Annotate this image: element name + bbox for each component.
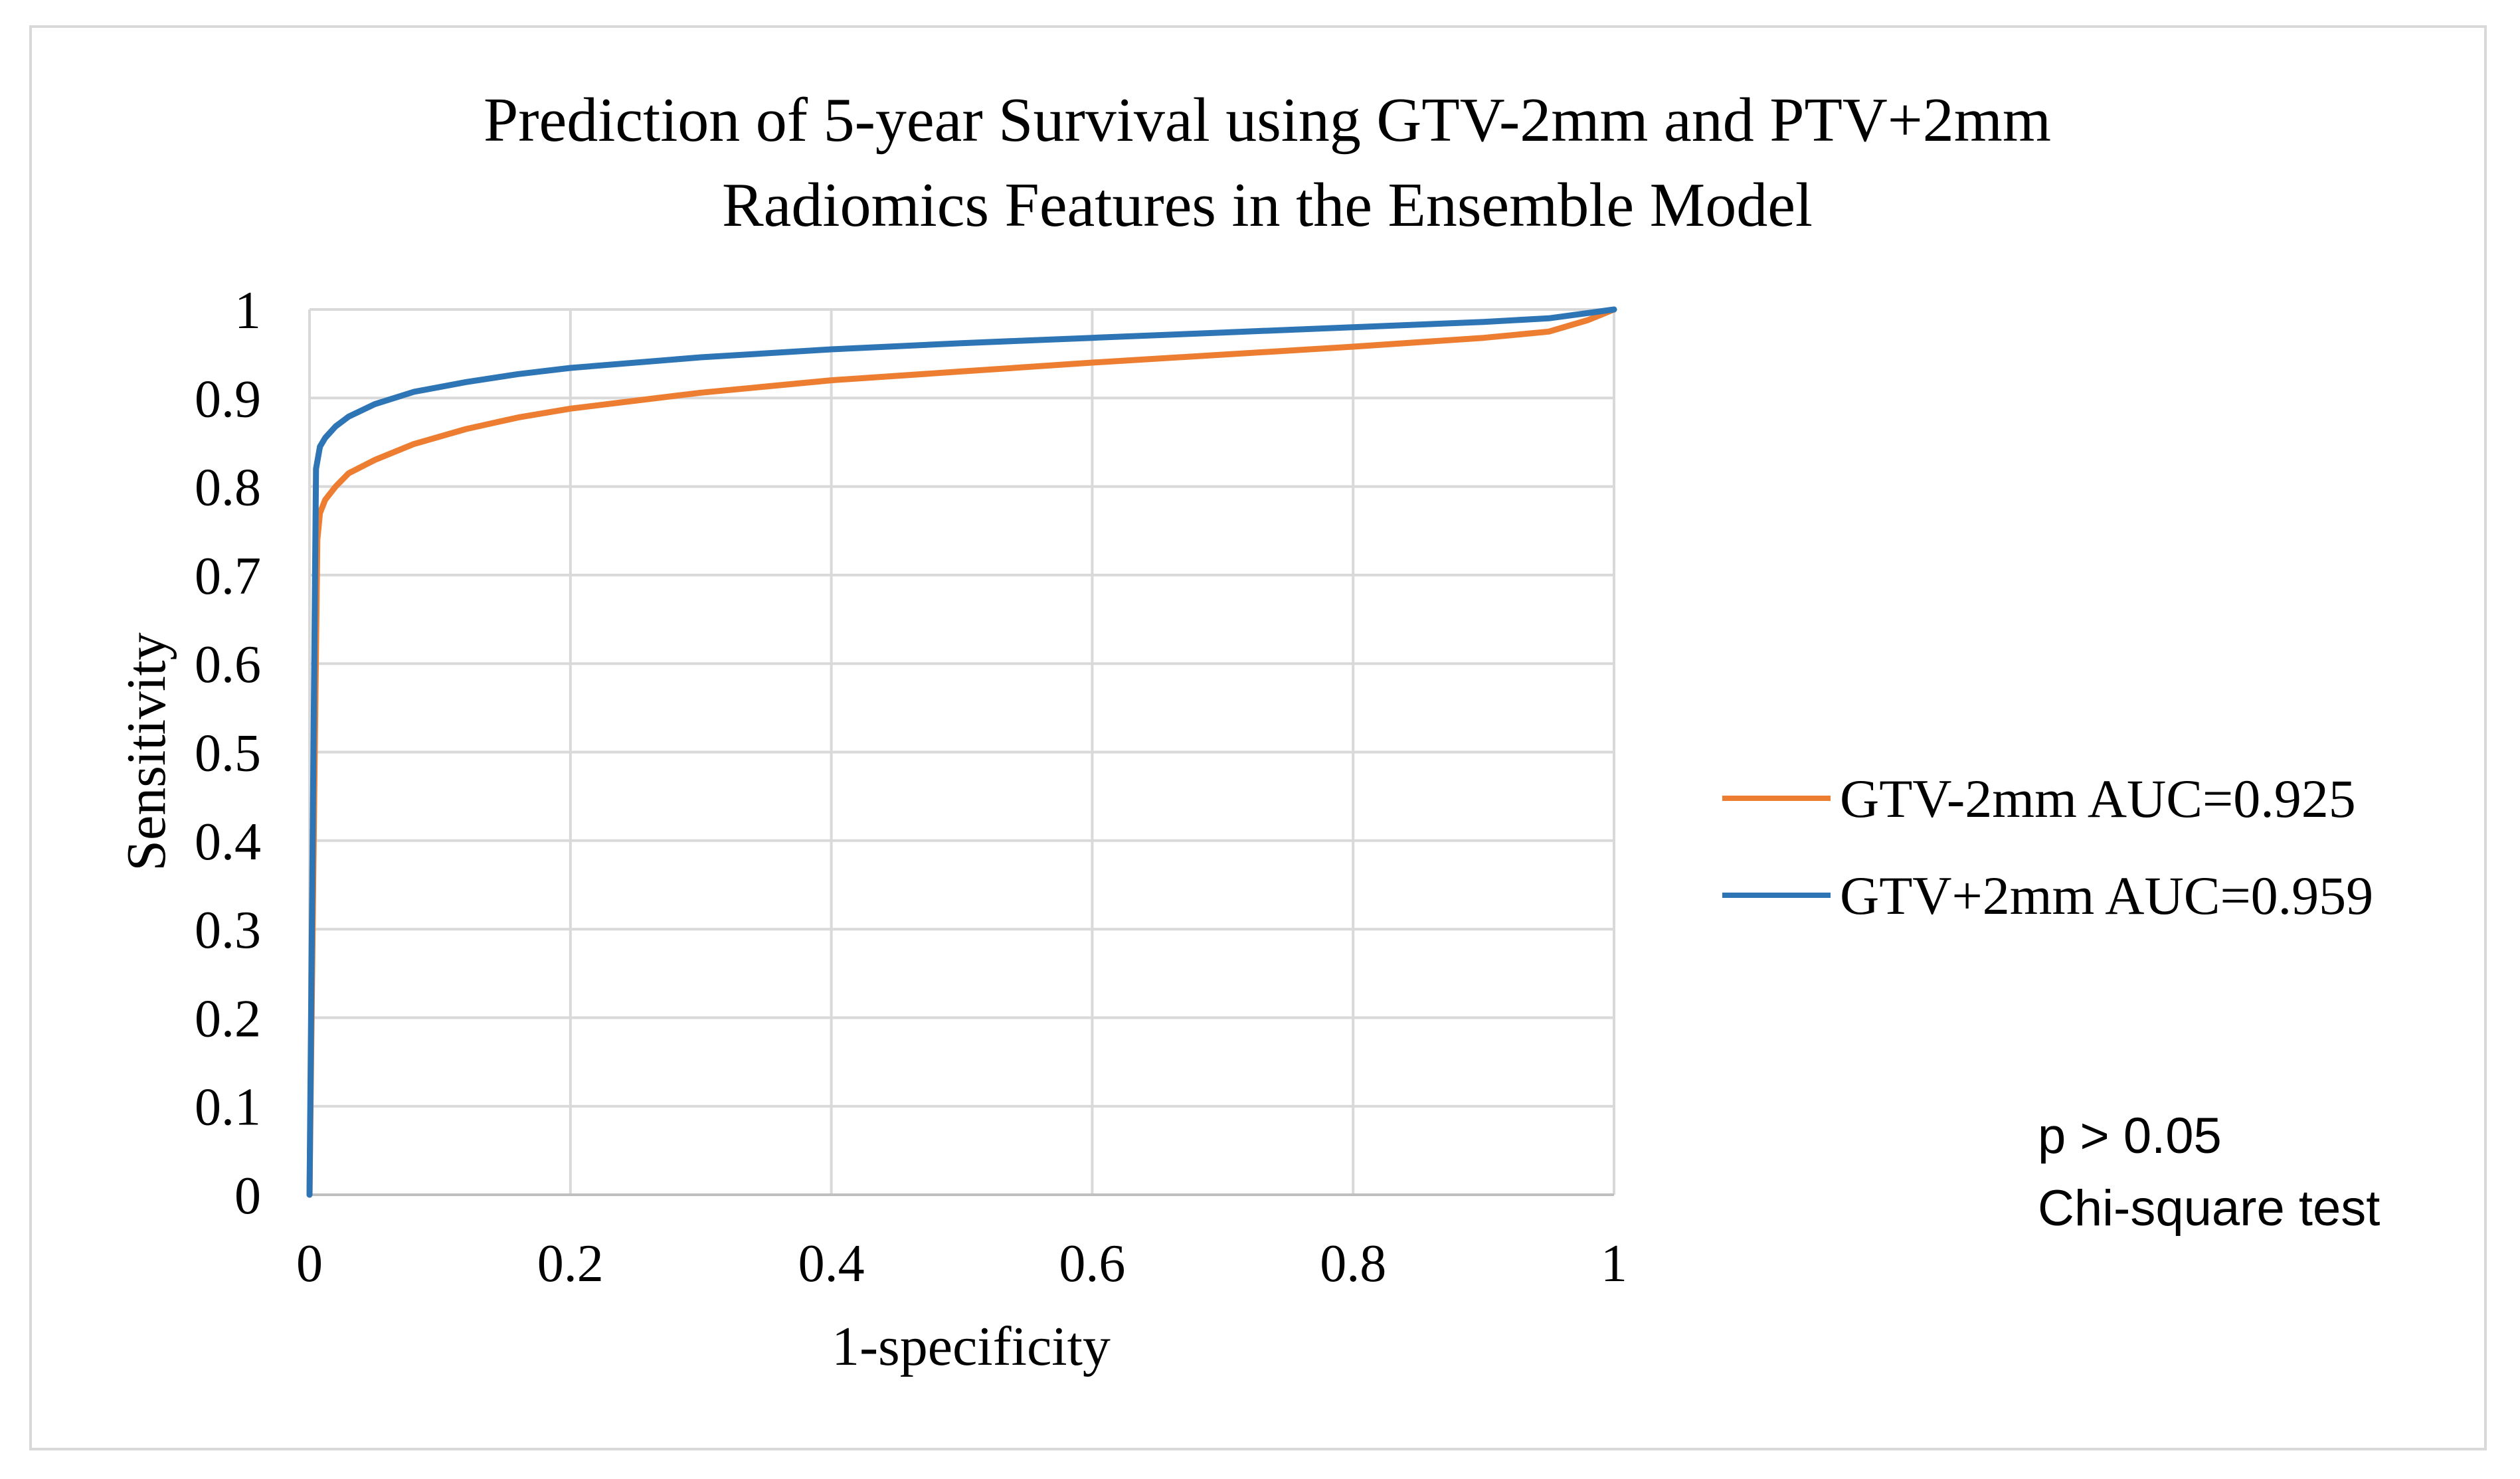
annotation-p-value: p > 0.05 bbox=[2038, 1108, 2222, 1164]
y-tick-label: 1 bbox=[234, 282, 261, 340]
x-tick-label: 0.4 bbox=[798, 1235, 865, 1293]
legend: GTV-2mm AUC=0.925 GTV+2mm AUC=0.959 bbox=[1722, 768, 2373, 926]
y-tick-labels: 0 0.1 0.2 0.3 0.4 0.5 0.6 0.7 0.8 0.9 1 bbox=[195, 282, 261, 1225]
x-tick-label: 0.8 bbox=[1320, 1235, 1386, 1293]
x-tick-labels: 0 0.2 0.4 0.6 0.8 1 bbox=[296, 1235, 1627, 1293]
y-tick-label: 0.7 bbox=[195, 547, 261, 606]
y-axis-label: Sensitivity bbox=[116, 632, 177, 871]
x-tick-label: 0.2 bbox=[537, 1235, 604, 1293]
x-tick-label: 1 bbox=[1601, 1235, 1627, 1293]
y-tick-label: 0.4 bbox=[195, 813, 261, 871]
x-axis-label: 1-specificity bbox=[832, 1316, 1111, 1377]
series-line-gtv-minus-2mm bbox=[306, 306, 1617, 1198]
y-tick-label: 0.2 bbox=[195, 990, 261, 1048]
y-tick-label: 0 bbox=[234, 1167, 261, 1225]
y-tick-label: 0.5 bbox=[195, 725, 261, 783]
chart: Prediction of 5-year Survival using GTV-… bbox=[116, 86, 2380, 1377]
y-tick-label: 0.1 bbox=[195, 1079, 261, 1137]
y-tick-label: 0.8 bbox=[195, 459, 261, 517]
y-tick-label: 0.3 bbox=[195, 901, 261, 960]
chart-title: Prediction of 5-year Survival using GTV-… bbox=[484, 86, 2051, 155]
chart-frame: Prediction of 5-year Survival using GTV-… bbox=[29, 25, 2487, 1450]
x-tick-label: 0.6 bbox=[1059, 1235, 1125, 1293]
grid-horizontal bbox=[310, 308, 1614, 1108]
series-line-gtv-plus-2mm bbox=[306, 306, 1617, 1198]
series-layer bbox=[306, 306, 1617, 1198]
legend-label-gtv-plus-2mm: GTV+2mm AUC=0.959 bbox=[1840, 865, 2373, 926]
legend-label-gtv-minus-2mm: GTV-2mm AUC=0.925 bbox=[1840, 768, 2356, 829]
y-tick-label: 0.9 bbox=[195, 370, 261, 428]
y-tick-label: 0.6 bbox=[195, 636, 261, 694]
chart-subtitle: Radiomics Features in the Ensemble Model bbox=[722, 171, 1813, 240]
annotation-test-name: Chi-square test bbox=[2038, 1180, 2380, 1237]
x-tick-label: 0 bbox=[296, 1235, 323, 1293]
